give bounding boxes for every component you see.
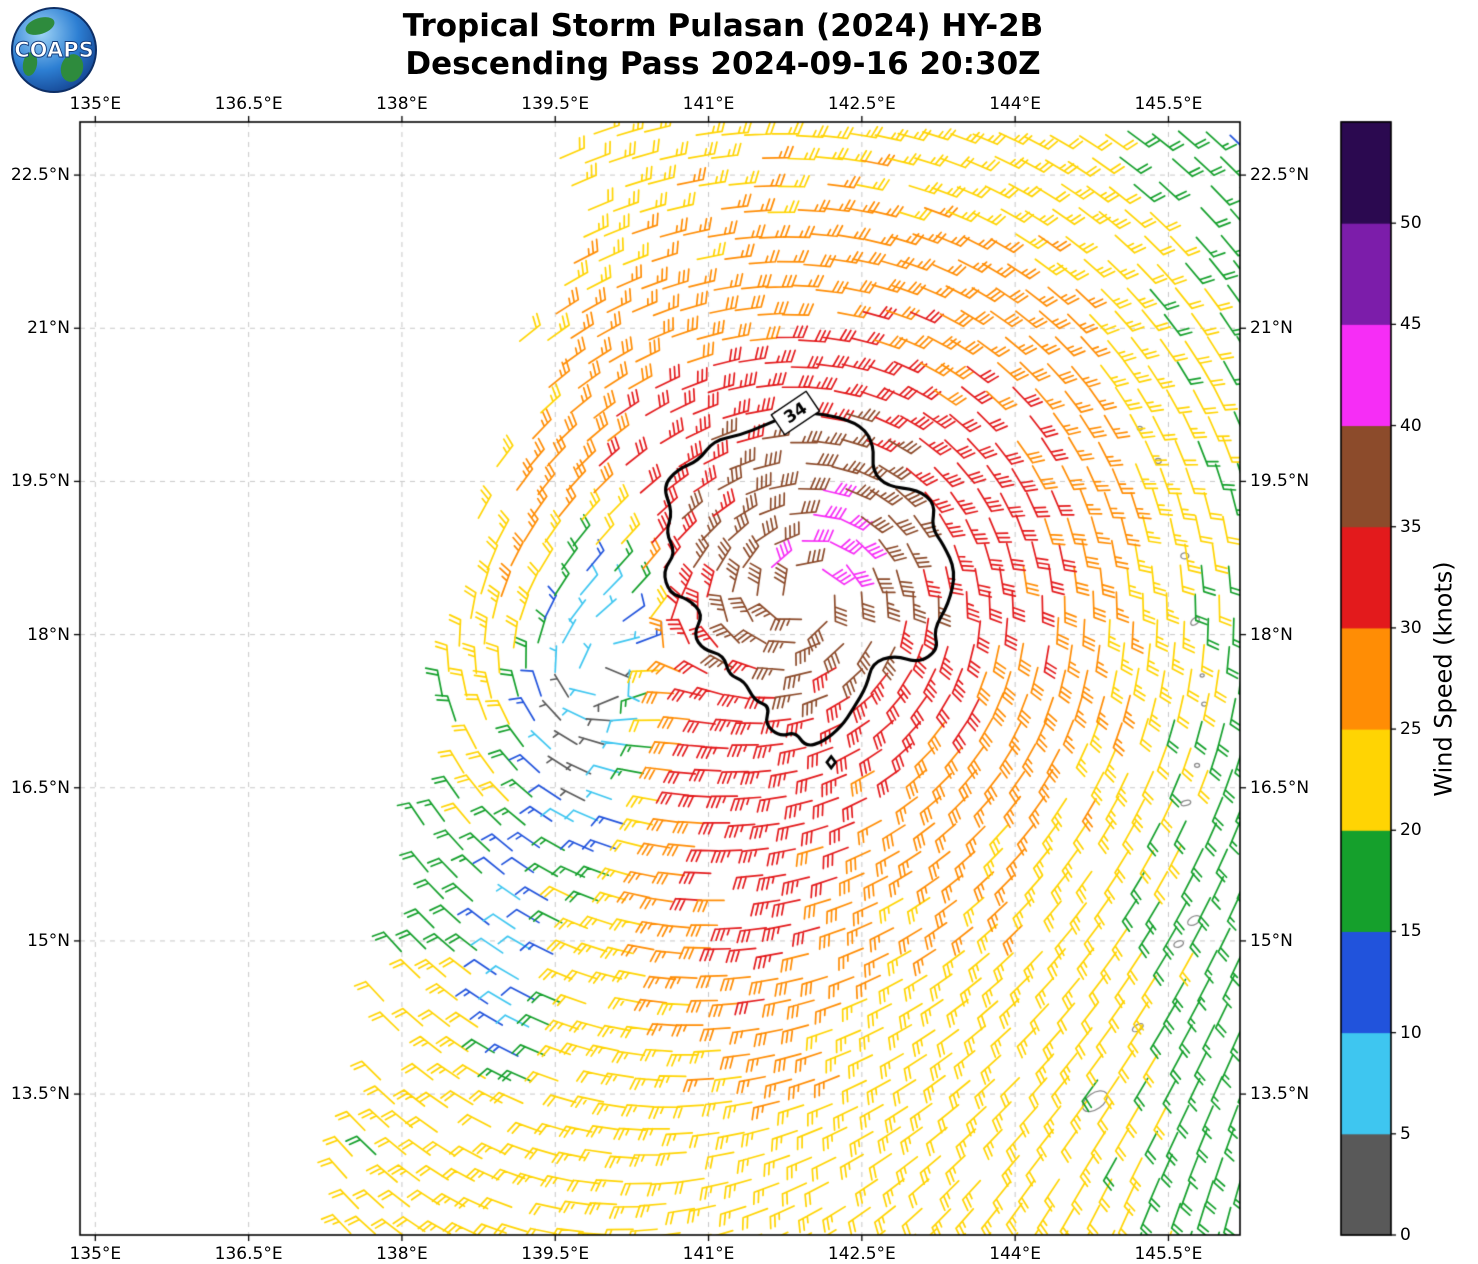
x-tick-label-top: 135°E [69, 94, 122, 114]
colorbar-tick-label: 35 [1400, 516, 1422, 537]
x-tick-label-bottom: 135°E [69, 1244, 122, 1264]
colorbar-tick-label: 25 [1400, 719, 1422, 740]
colorbar-tick-label: 10 [1400, 1022, 1422, 1043]
x-tick-label-bottom: 138°E [376, 1244, 428, 1264]
y-tick-label-right: 15°N [1250, 930, 1293, 951]
colorbar-tick-label: 50 [1400, 213, 1422, 234]
x-tick-label-top: 145.5°E [1134, 94, 1203, 114]
x-tick-label-top: 138°E [376, 94, 428, 114]
colorbar-tick-label: 15 [1400, 921, 1422, 942]
land-shape [22, 52, 38, 76]
title-block: Tropical Storm Pulasan (2024) HY-2B Desc… [0, 8, 1446, 84]
colorbar-tick-label: 0 [1400, 1225, 1411, 1245]
chart-title: Tropical Storm Pulasan (2024) HY-2B [402, 8, 1044, 44]
x-tick-label-top: 136.5°E [214, 94, 283, 114]
x-tick-label-bottom: 136.5°E [214, 1244, 283, 1264]
x-tick-label-bottom: 139.5°E [521, 1244, 590, 1264]
y-tick-label-left: 21°N [27, 318, 70, 339]
y-tick-label-left: 22.5°N [10, 165, 70, 186]
y-tick-label-left: 19.5°N [10, 471, 70, 492]
coaps-logo: COAPS [11, 7, 97, 93]
land-shape [60, 54, 84, 82]
colorbar-tick-label: 5 [1400, 1123, 1411, 1144]
x-tick-label-bottom: 144°E [989, 1244, 1041, 1264]
colorbar-tick-label: 20 [1400, 820, 1422, 841]
x-tick-label-bottom: 142.5°E [827, 1244, 896, 1264]
y-tick-label-left: 13.5°N [10, 1084, 70, 1105]
x-tick-label-top: 139.5°E [521, 94, 590, 114]
x-tick-label-top: 141°E [682, 94, 735, 114]
y-tick-label-left: 18°N [27, 624, 70, 645]
x-tick-label-top: 142.5°E [827, 94, 896, 114]
land-shape [25, 17, 55, 35]
colorbar-tick-label: 45 [1400, 314, 1422, 335]
chart-subtitle: Descending Pass 2024-09-16 20:30Z [405, 45, 1041, 82]
colorbar-axis-label: Wind Speed (knots) [1430, 560, 1458, 797]
y-tick-label-right: 13.5°N [1250, 1084, 1310, 1105]
y-tick-label-right: 19.5°N [1250, 471, 1310, 492]
y-tick-label-left: 16.5°N [10, 777, 70, 798]
y-tick-label-left: 15°N [27, 930, 70, 951]
y-tick-label-right: 16.5°N [1250, 777, 1310, 798]
y-tick-label-right: 21°N [1250, 318, 1293, 339]
y-tick-label-right: 22.5°N [1250, 165, 1310, 186]
colorbar-label-box: Wind Speed (knots) [1418, 122, 1470, 1235]
colorbar-tick-label: 40 [1400, 415, 1422, 436]
x-tick-label-bottom: 145.5°E [1134, 1244, 1203, 1264]
coaps-logo-text: COAPS [14, 38, 93, 62]
y-tick-label-right: 18°N [1250, 624, 1293, 645]
x-tick-label-bottom: 141°E [682, 1244, 735, 1264]
colorbar-tick-label: 30 [1400, 617, 1422, 638]
x-tick-label-top: 144°E [989, 94, 1041, 114]
